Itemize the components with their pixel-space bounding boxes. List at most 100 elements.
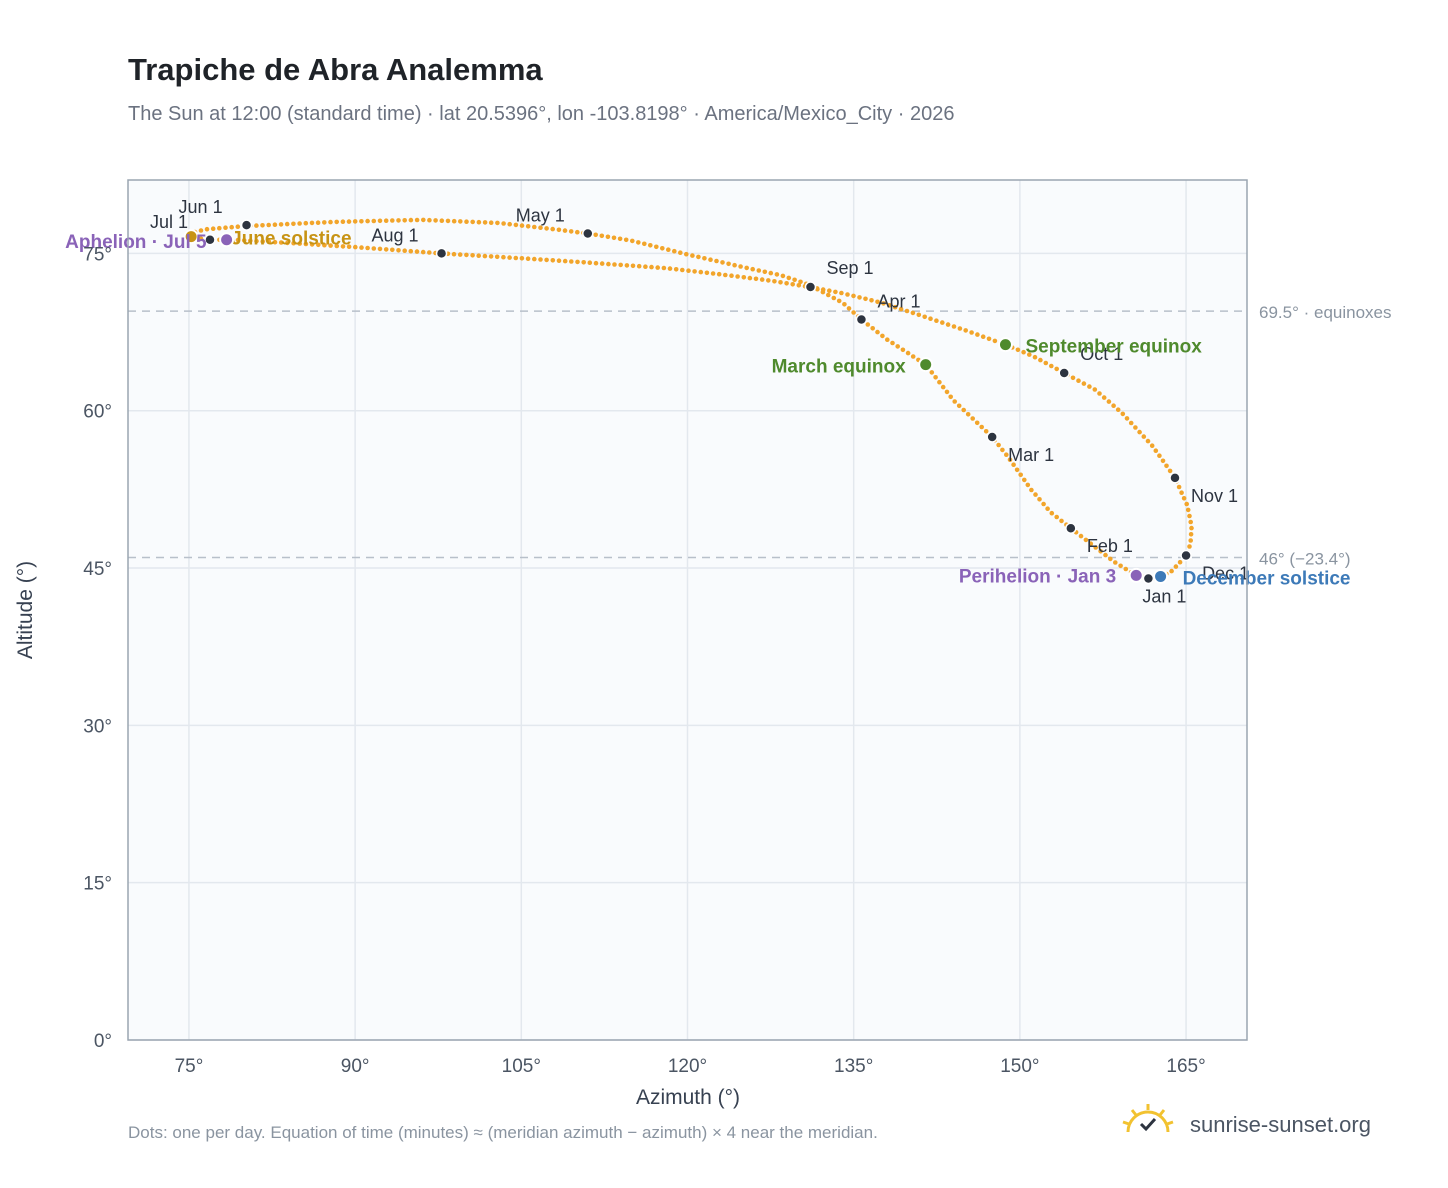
y-axis-label: Altitude (°) <box>14 561 37 659</box>
day-dot <box>1106 399 1112 404</box>
day-dot <box>353 244 358 250</box>
day-dot <box>869 298 874 303</box>
day-dot <box>1038 357 1043 363</box>
month-marker <box>1142 572 1155 585</box>
month-marker <box>435 247 448 260</box>
day-dot <box>741 275 747 280</box>
day-dot <box>710 271 716 276</box>
day-dot <box>660 246 665 251</box>
day-dot <box>1157 453 1162 459</box>
y-tick-label: 75° <box>83 244 112 265</box>
day-dot <box>322 220 327 225</box>
day-dot <box>956 403 962 409</box>
x-tick-label: 90° <box>341 1056 370 1077</box>
x-tick-label: 105° <box>502 1056 541 1077</box>
day-dot <box>476 253 482 258</box>
day-dot <box>309 242 315 247</box>
day-dot <box>1185 507 1191 513</box>
day-dot <box>408 217 414 223</box>
day-dot <box>780 273 786 279</box>
day-dot <box>1164 463 1169 469</box>
day-dot <box>686 268 691 274</box>
day-dot <box>1097 391 1102 396</box>
special-point-label: Perihelion · Jan 3 <box>959 566 1116 587</box>
reference-lines: 69.5° · equinoxes 46° (−23.4°) <box>128 303 1392 569</box>
day-dot <box>346 219 352 224</box>
day-dot <box>328 219 333 225</box>
day-dot <box>365 245 370 251</box>
day-dot <box>928 316 933 322</box>
day-dot <box>599 261 605 266</box>
day-dot <box>1049 363 1054 369</box>
day-dot <box>952 399 957 404</box>
day-dot <box>759 277 765 282</box>
day-dot <box>1021 349 1026 355</box>
day-dot <box>1118 563 1123 569</box>
day-dot <box>605 234 611 240</box>
day-dot <box>661 265 667 271</box>
day-dot <box>612 262 617 267</box>
day-dot <box>961 407 966 413</box>
special-point-marker <box>1128 567 1144 583</box>
day-dot <box>900 347 906 353</box>
day-dot <box>667 266 673 271</box>
day-dot <box>1188 519 1193 525</box>
day-dot <box>266 222 272 228</box>
month-marker <box>582 227 594 240</box>
special-point-marker <box>997 337 1013 353</box>
day-dot <box>890 340 895 346</box>
x-tick-label: 165° <box>1166 1056 1205 1077</box>
analemma-curve <box>188 217 1194 581</box>
day-dot <box>569 259 574 264</box>
special-point-marker <box>219 232 235 248</box>
day-dot <box>937 379 942 385</box>
day-dot <box>735 274 740 279</box>
day-dot <box>291 240 296 246</box>
day-dot <box>309 220 315 226</box>
day-dot <box>833 289 838 295</box>
day-dot <box>464 219 469 224</box>
day-dot <box>260 239 266 244</box>
month-label: Jun 1 <box>179 197 223 217</box>
special-points: March equinox September equinox December s… <box>65 229 1350 590</box>
day-dot <box>698 269 704 275</box>
day-dot <box>784 281 789 286</box>
day-dot <box>402 218 408 223</box>
day-dot <box>254 223 259 228</box>
day-dot <box>726 261 731 267</box>
day-dot <box>334 219 340 225</box>
month-label: Apr 1 <box>877 291 920 311</box>
day-dot <box>1111 403 1116 409</box>
day-dot <box>340 244 346 249</box>
day-dot <box>599 233 605 239</box>
day-dot <box>1087 384 1092 389</box>
day-dot <box>933 375 938 380</box>
day-dot <box>898 306 904 312</box>
day-dot <box>766 278 771 283</box>
day-dot <box>1070 375 1076 381</box>
month-label: Aug 1 <box>372 225 419 245</box>
y-tick-label: 15° <box>83 874 112 895</box>
day-dot <box>229 224 234 230</box>
day-dot <box>1133 425 1138 430</box>
day-dot <box>680 267 685 273</box>
day-dot <box>359 245 364 250</box>
day-dot <box>1025 482 1031 488</box>
day-dot <box>815 286 820 292</box>
day-dot <box>965 412 971 417</box>
day-dot <box>278 240 284 245</box>
day-dot <box>951 324 957 329</box>
day-dot <box>1188 538 1193 543</box>
day-dot <box>501 254 506 260</box>
reference-line-label: 69.5° · equinoxes <box>1259 303 1392 322</box>
month-marker <box>804 281 817 293</box>
day-dot <box>390 247 395 253</box>
day-dot <box>684 251 689 257</box>
day-dot <box>678 250 683 255</box>
day-dot <box>1153 448 1159 454</box>
day-dot <box>714 258 719 264</box>
day-dot <box>690 253 695 258</box>
day-dot <box>863 296 868 302</box>
y-tick-label: 30° <box>83 716 112 737</box>
brand-logo[interactable]: sunrise-sunset.org <box>1120 1102 1390 1146</box>
